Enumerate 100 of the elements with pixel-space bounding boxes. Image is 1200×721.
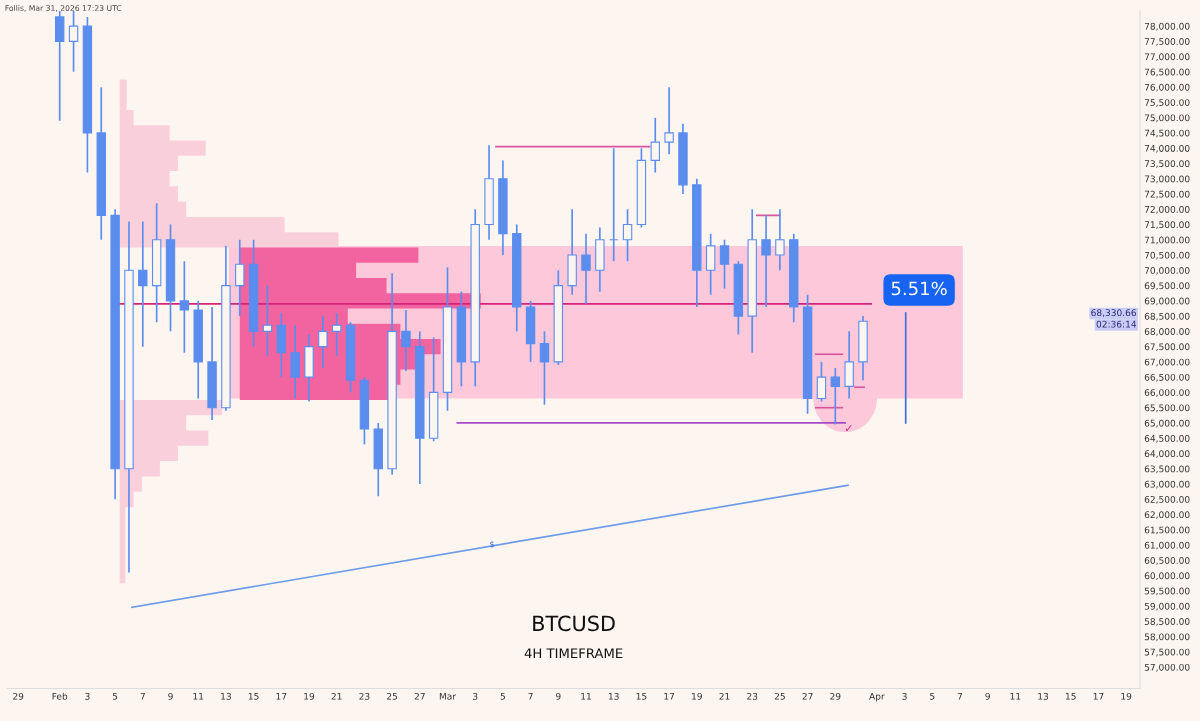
candlestick (55, 10, 65, 122)
y-tick-label: 76,500.00 (1144, 68, 1190, 77)
candlestick (747, 208, 757, 354)
y-tick-label: 61,500.00 (1144, 526, 1190, 535)
x-tick-label: 3 (85, 692, 90, 700)
x-tick-label: 29 (830, 692, 841, 700)
x-tick-label: 3 (473, 692, 478, 700)
y-tick-label: 65,500.00 (1144, 404, 1190, 413)
x-tick-label: Mar (439, 693, 457, 700)
y-tick-label: 73,500.00 (1144, 160, 1190, 168)
annotation: $ (490, 540, 494, 549)
y-tick-label: 64,500.00 (1144, 434, 1190, 443)
x-tick-label: 15 (1066, 693, 1076, 700)
y-tick-label: 68,000.00 (1144, 328, 1190, 336)
x-tick-label: 19 (692, 692, 702, 700)
candlestick (484, 144, 494, 241)
candlestick (650, 116, 660, 174)
x-tick-label: 5 (112, 693, 118, 700)
annotation: 02:36:14 (1096, 320, 1137, 328)
x-tick-label: 21 (719, 692, 730, 700)
y-tick-label: 69,500.00 (1144, 282, 1190, 291)
y-tick-label: 75,500.00 (1144, 99, 1190, 107)
x-tick-label: 21 (331, 692, 342, 700)
x-tick-label: Apr (869, 693, 885, 702)
candlestick (304, 333, 314, 403)
candlestick (567, 208, 577, 296)
y-tick-label: 67,500.00 (1144, 343, 1190, 352)
candlestick (96, 86, 106, 241)
x-tick-label: 3 (902, 692, 907, 700)
candlestick (318, 315, 328, 369)
candlestick (332, 312, 342, 357)
candlestick (262, 284, 273, 357)
x-tick-label: 27 (802, 692, 813, 700)
candlestick (512, 223, 522, 333)
x-tick-label: 11 (1010, 693, 1021, 700)
candlestick (179, 260, 190, 354)
x-tick-label: 11 (581, 693, 591, 700)
annotation: 5.51% (891, 281, 947, 296)
x-tick-label: 7 (140, 693, 145, 700)
y-tick-label: 60,500.00 (1144, 557, 1190, 565)
x-tick-label: 13 (608, 692, 619, 700)
x-tick-label: 19 (304, 692, 315, 700)
x-tick-label: 25 (774, 692, 785, 700)
y-tick-label: 63,000.00 (1144, 480, 1190, 489)
x-tick-label: 9 (985, 692, 990, 700)
candlestick (553, 269, 564, 366)
candlestick (858, 315, 868, 382)
y-tick-label: 66,000.00 (1144, 389, 1190, 397)
y-tick-label: 57,000.00 (1144, 663, 1190, 672)
x-tick-label: 27 (414, 692, 425, 700)
y-tick-label: 77,500.00 (1144, 38, 1190, 46)
candlestick (844, 330, 854, 400)
candlestick (235, 238, 245, 317)
y-tick-label: 70,000.00 (1144, 267, 1190, 275)
x-tick-label: 25 (387, 692, 398, 700)
y-tick-label: 78,000.00 (1144, 22, 1190, 31)
candlestick (221, 245, 231, 412)
y-tick-label: 59,000.00 (1144, 602, 1190, 611)
candlestick (373, 422, 383, 498)
y-tick-label: 74,000.00 (1144, 144, 1190, 153)
candlestick (442, 266, 453, 412)
y-tick-label: 68,500.00 (1144, 312, 1190, 321)
y-tick-label: 69,000.00 (1144, 297, 1190, 306)
y-tick-label: 62,500.00 (1144, 496, 1190, 504)
y-tick-label: 76,000.00 (1144, 83, 1190, 92)
candlestick (290, 324, 300, 400)
x-tick-label: 7 (528, 693, 533, 700)
candlestick (678, 122, 688, 195)
candlestick (789, 232, 799, 324)
x-tick-label: 17 (664, 693, 675, 700)
x-tick-label: 5 (930, 693, 935, 700)
x-tick-label: 15 (248, 693, 259, 700)
y-tick-label: 74,500.00 (1144, 129, 1190, 138)
x-tick-label: 23 (359, 692, 370, 700)
candlestick (830, 367, 841, 426)
candlestick (110, 208, 120, 501)
y-tick-label: 58,500.00 (1144, 618, 1190, 626)
y-tick-label: 66,500.00 (1144, 373, 1190, 382)
annotation: ✓ (845, 425, 852, 431)
candlestick (387, 272, 397, 476)
candlestick (193, 300, 203, 400)
x-tick-label: 15 (636, 693, 647, 700)
x-tick-label: 17 (1093, 693, 1104, 700)
candlestick (124, 220, 134, 574)
x-tick-label: Feb (52, 692, 68, 700)
x-tick-label: 13 (1038, 692, 1049, 700)
candlestick (401, 309, 411, 372)
x-tick-label: 5 (500, 693, 505, 700)
y-tick-label: 72,500.00 (1144, 190, 1190, 199)
candlestick (470, 208, 480, 388)
y-tick-label: 73,000.00 (1144, 175, 1190, 184)
x-tick-label: 23 (747, 692, 758, 700)
y-tick-label: 65,000.00 (1144, 419, 1190, 428)
candlestick (151, 202, 162, 324)
candlestick (595, 226, 605, 293)
y-tick-label: 77,000.00 (1144, 53, 1190, 62)
candlestick (207, 306, 217, 421)
y-tick-label: 62,000.00 (1144, 511, 1190, 520)
y-tick-label: 58,000.00 (1144, 633, 1190, 642)
candlestick (276, 312, 287, 378)
